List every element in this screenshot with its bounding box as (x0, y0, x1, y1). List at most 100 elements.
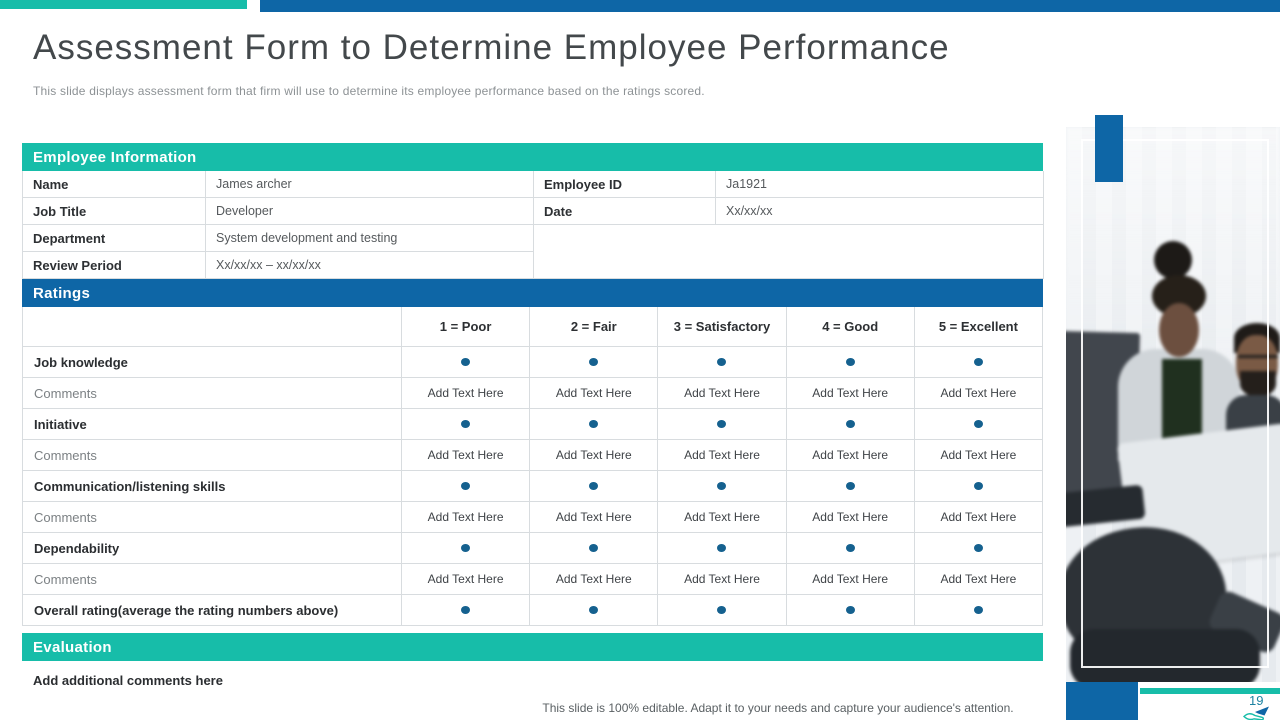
rating-dot-icon (845, 358, 855, 366)
rating-cell[interactable] (658, 347, 787, 378)
field-value-review-period[interactable]: Xx/xx/xx – xx/xx/xx (206, 252, 534, 279)
rating-cell[interactable] (530, 409, 659, 440)
comment-placeholder[interactable]: Add Text Here (402, 502, 531, 533)
employee-info-header-label: Employee Information (33, 148, 197, 166)
criteria-label: Dependability (23, 533, 402, 564)
comment-placeholder[interactable]: Add Text Here (530, 440, 659, 471)
rating-cell[interactable] (914, 409, 1043, 440)
rating-cell[interactable] (530, 533, 659, 564)
rating-dot-icon (973, 606, 983, 614)
ratings-corner-cell (23, 307, 402, 347)
comment-placeholder[interactable]: Add Text Here (914, 564, 1043, 595)
ratings-header: Ratings (22, 279, 1043, 307)
rating-cell[interactable] (530, 595, 659, 626)
criteria-label: Initiative (23, 409, 402, 440)
evaluation-note-placeholder[interactable]: Add additional comments here (33, 673, 223, 688)
rating-cell[interactable] (786, 409, 915, 440)
field-label-date: Date (534, 198, 716, 225)
comment-placeholder[interactable]: Add Text Here (914, 440, 1043, 471)
field-value-name[interactable]: James archer (206, 171, 534, 198)
rating-cell[interactable] (914, 533, 1043, 564)
field-value-job-title[interactable]: Developer (206, 198, 534, 225)
rating-cell[interactable] (402, 347, 531, 378)
comment-placeholder[interactable]: Add Text Here (914, 378, 1043, 409)
rating-dot-icon (589, 544, 599, 552)
footer-note: This slide is 100% editable. Adapt it to… (542, 701, 1014, 715)
rating-cell[interactable] (658, 471, 787, 502)
comment-placeholder[interactable]: Add Text Here (658, 502, 787, 533)
rating-dot-icon (717, 606, 727, 614)
comment-placeholder[interactable]: Add Text Here (402, 564, 531, 595)
rating-dot-icon (973, 482, 983, 490)
rating-cell[interactable] (530, 347, 659, 378)
rating-cell[interactable] (658, 409, 787, 440)
top-accent-teal-bar (0, 0, 247, 9)
rating-cell[interactable] (914, 595, 1043, 626)
rating-cell[interactable] (786, 595, 915, 626)
evaluation-header-label: Evaluation (33, 638, 112, 656)
comment-placeholder[interactable]: Add Text Here (402, 378, 531, 409)
rating-dot-icon (589, 606, 599, 614)
page-subtitle: This slide displays assessment form that… (33, 84, 705, 98)
scale-label-fair: 2 = Fair (530, 307, 659, 347)
rating-dot-icon (845, 544, 855, 552)
field-label-department: Department (23, 225, 206, 252)
rating-cell[interactable] (786, 533, 915, 564)
hand-logo-icon (1241, 704, 1273, 720)
comment-placeholder[interactable]: Add Text Here (530, 564, 659, 595)
comment-placeholder[interactable]: Add Text Here (786, 502, 915, 533)
bottom-accent-stripe (1140, 688, 1280, 694)
photo-shape-man-glasses (1238, 355, 1278, 358)
criteria-label-overall: Overall rating(average the rating number… (23, 595, 402, 626)
rating-cell[interactable] (786, 471, 915, 502)
form-content: Employee Information Name James archer E… (22, 143, 1044, 688)
photo-accent-rect-top (1095, 115, 1123, 182)
rating-cell[interactable] (402, 533, 531, 564)
field-value-date[interactable]: Xx/xx/xx (716, 198, 1044, 225)
rating-cell[interactable] (658, 533, 787, 564)
rating-dot-icon (973, 358, 983, 366)
rating-cell[interactable] (658, 595, 787, 626)
rating-cell[interactable] (786, 347, 915, 378)
field-label-review-period: Review Period (23, 252, 206, 279)
rating-cell[interactable] (914, 471, 1043, 502)
comment-placeholder[interactable]: Add Text Here (914, 502, 1043, 533)
comment-placeholder[interactable]: Add Text Here (658, 440, 787, 471)
rating-cell[interactable] (402, 595, 531, 626)
scale-label-excellent: 5 = Excellent (914, 307, 1043, 347)
evaluation-header: Evaluation (22, 633, 1043, 661)
rating-cell[interactable] (402, 409, 531, 440)
rating-dot-icon (461, 358, 471, 366)
photo-white-frame (1081, 139, 1269, 668)
rating-cell[interactable] (914, 347, 1043, 378)
rating-dot-icon (589, 482, 599, 490)
comment-placeholder[interactable]: Add Text Here (786, 440, 915, 471)
scale-label-good: 4 = Good (786, 307, 915, 347)
comment-placeholder[interactable]: Add Text Here (786, 378, 915, 409)
top-accent-blue-bar (260, 0, 1280, 12)
rating-cell[interactable] (530, 471, 659, 502)
rating-dot-icon (461, 482, 471, 490)
rating-dot-icon (845, 482, 855, 490)
criteria-label: Job knowledge (23, 347, 402, 378)
comment-placeholder[interactable]: Add Text Here (786, 564, 915, 595)
rating-dot-icon (461, 606, 471, 614)
rating-cell[interactable] (402, 471, 531, 502)
rating-dot-icon (589, 358, 599, 366)
comment-placeholder[interactable]: Add Text Here (530, 378, 659, 409)
photo-shape-man-beard (1240, 371, 1276, 397)
rating-dot-icon (717, 420, 727, 428)
comment-placeholder[interactable]: Add Text Here (530, 502, 659, 533)
ratings-table: 1 = Poor 2 = Fair 3 = Satisfactory 4 = G… (22, 307, 1043, 626)
comment-placeholder[interactable]: Add Text Here (658, 378, 787, 409)
scale-label-satisfactory: 3 = Satisfactory (658, 307, 787, 347)
scale-label-poor: 1 = Poor (402, 307, 531, 347)
field-value-employee-id[interactable]: Ja1921 (716, 171, 1044, 198)
employee-info-header: Employee Information (22, 143, 1043, 171)
comment-placeholder[interactable]: Add Text Here (658, 564, 787, 595)
comment-placeholder[interactable]: Add Text Here (402, 440, 531, 471)
rating-dot-icon (973, 420, 983, 428)
employee-info-table: Name James archer Employee ID Ja1921 Job… (22, 171, 1044, 279)
field-value-department[interactable]: System development and testing (206, 225, 534, 252)
